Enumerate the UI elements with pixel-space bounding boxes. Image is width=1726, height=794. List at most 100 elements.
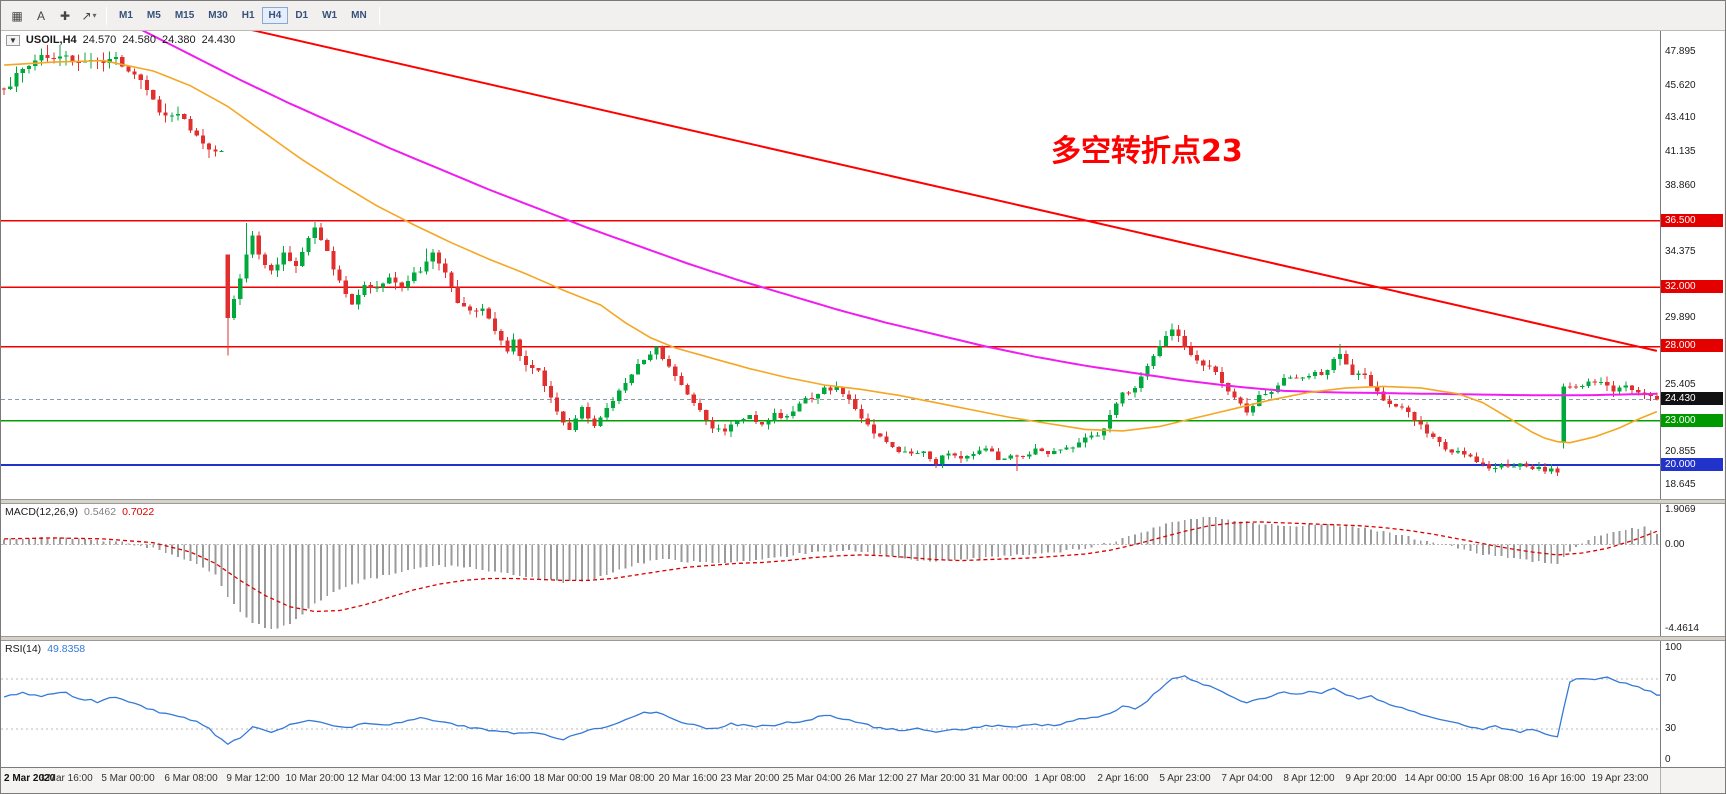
rsi-row: RSI(14) 49.8358 100 70 30 0 xyxy=(1,641,1725,767)
macd-main-value: 0.5462 xyxy=(83,506,117,518)
timeframe-m30-button[interactable]: M30 xyxy=(208,10,228,21)
price-axis-badge: 32.000 xyxy=(1661,280,1723,293)
time-axis-label: 27 Mar 20:00 xyxy=(906,773,966,784)
timeframe-h1-button[interactable]: H1 xyxy=(241,10,255,21)
timeframe-h4-button[interactable]: H4 xyxy=(261,7,289,24)
rsi-axis-label: 30 xyxy=(1665,723,1677,734)
timeframe-m15-button[interactable]: M15 xyxy=(174,10,195,21)
macd-panel[interactable]: MACD(12,26,9) 0.5462 0.7022 xyxy=(1,504,1660,636)
rsi-axis-label: 0 xyxy=(1665,754,1671,765)
time-axis-label: 6 Mar 08:00 xyxy=(164,773,218,784)
rsi-axis-label: 100 xyxy=(1665,642,1682,653)
text-tool-icon[interactable]: A xyxy=(36,8,45,23)
chart-annotation-text: 多空转折点23 xyxy=(1051,134,1243,169)
time-axis-label: 8 Apr 12:00 xyxy=(1283,773,1335,784)
time-axis-corner xyxy=(1660,768,1724,793)
chevron-down-icon: ▾ xyxy=(92,11,97,20)
crosshair-tool-icon[interactable]: ✚ xyxy=(59,8,71,23)
price-axis-label: 34.375 xyxy=(1665,246,1696,257)
candlestick-canvas[interactable] xyxy=(1,31,1660,499)
price-axis-label: 47.895 xyxy=(1665,46,1696,57)
open-value: 24.570 xyxy=(82,34,117,46)
time-axis-label: 13 Mar 12:00 xyxy=(409,773,469,784)
price-axis-badge: 20.000 xyxy=(1661,458,1723,471)
time-axis-label: 26 Mar 12:00 xyxy=(844,773,904,784)
price-axis[interactable]: 47.895 45.620 43.410 41.135 38.860 34.375 29.8… xyxy=(1660,31,1724,499)
rsi-axis[interactable]: 100 70 30 0 xyxy=(1660,641,1724,767)
time-axis-label: 31 Mar 00:00 xyxy=(968,773,1028,784)
rsi-panel[interactable]: RSI(14) 49.8358 xyxy=(1,641,1660,767)
time-axis-label: 10 Mar 20:00 xyxy=(285,773,345,784)
symbol-dropdown-icon[interactable]: ▼ xyxy=(6,34,20,46)
time-axis-label: 16 Apr 16:00 xyxy=(1528,773,1586,784)
time-axis[interactable]: 2 Mar 2020 3 Mar 16:00 5 Mar 00:00 6 Mar 08… xyxy=(1,768,1660,793)
rsi-value: 49.8358 xyxy=(47,643,86,655)
price-axis-badge: 24.430 xyxy=(1661,392,1723,405)
timeframe-m1-button[interactable]: M1 xyxy=(119,10,133,21)
macd-signal-value: 0.7022 xyxy=(122,506,155,518)
rsi-title: RSI(14) 49.8358 xyxy=(5,643,85,655)
toolbar-separator xyxy=(106,6,107,25)
macd-axis-label: 0.00 xyxy=(1665,539,1685,550)
macd-canvas[interactable] xyxy=(1,504,1660,636)
price-axis-badge: 23.000 xyxy=(1661,414,1723,427)
chart-windows-icon[interactable]: ▦ xyxy=(11,8,23,23)
panel-separator[interactable] xyxy=(1,499,1725,504)
rsi-canvas[interactable] xyxy=(1,641,1660,767)
chart-title: ▼ USOIL,H4 24.570 24.580 24.380 24.430 xyxy=(6,34,235,46)
time-axis-label: 9 Apr 20:00 xyxy=(1345,773,1397,784)
price-axis-label: 29.890 xyxy=(1665,312,1696,323)
arrow-tools-dropdown-icon[interactable]: ↗ ▾ xyxy=(77,5,101,27)
time-axis-row: 2 Mar 2020 3 Mar 16:00 5 Mar 00:00 6 Mar 08… xyxy=(1,767,1725,793)
arrow-glyph: ↗ xyxy=(81,8,92,23)
time-axis-label: 12 Mar 04:00 xyxy=(347,773,407,784)
price-axis-label: 41.135 xyxy=(1665,146,1696,157)
price-axis-label: 25.405 xyxy=(1665,379,1696,390)
rsi-axis-label: 70 xyxy=(1665,673,1677,684)
price-axis-label: 45.620 xyxy=(1665,80,1696,91)
main-chart-panel[interactable]: ▼ USOIL,H4 24.570 24.580 24.380 24.430 多… xyxy=(1,31,1660,499)
price-axis-label: 43.410 xyxy=(1665,112,1696,123)
macd-axis-label: -4.4614 xyxy=(1665,623,1699,634)
time-axis-label: 5 Mar 00:00 xyxy=(101,773,155,784)
time-axis-label: 14 Apr 00:00 xyxy=(1404,773,1462,784)
price-axis-label: 18.645 xyxy=(1665,479,1696,490)
price-axis-badge: 28.000 xyxy=(1661,339,1723,352)
toolbar: ▦ A ✚ ↗ ▾ M1 M5 M15 M30 H1 H4 D1 W1 MN xyxy=(1,1,1725,31)
time-axis-label: 20 Mar 16:00 xyxy=(658,773,718,784)
close-value: 24.430 xyxy=(201,34,236,46)
price-axis-badge: 36.500 xyxy=(1661,214,1723,227)
time-axis-label: 19 Mar 08:00 xyxy=(595,773,655,784)
time-axis-label: 1 Apr 08:00 xyxy=(1034,773,1086,784)
time-axis-label: 15 Apr 08:00 xyxy=(1466,773,1524,784)
timeframe-mn-button[interactable]: MN xyxy=(351,10,367,21)
high-value: 24.580 xyxy=(122,34,156,46)
timeframe-m5-button[interactable]: M5 xyxy=(146,10,161,21)
price-axis-label: 38.860 xyxy=(1665,180,1696,191)
time-axis-label: 9 Mar 12:00 xyxy=(226,773,280,784)
macd-axis[interactable]: 1.9069 0.00 -4.4614 xyxy=(1660,504,1724,636)
macd-title: MACD(12,26,9) 0.5462 0.7022 xyxy=(5,506,154,518)
macd-label: MACD(12,26,9) xyxy=(5,506,78,518)
macd-row: MACD(12,26,9) 0.5462 0.7022 1.9069 0.00 -4… xyxy=(1,504,1725,636)
rsi-label: RSI(14) xyxy=(5,643,42,655)
time-axis-label: 2 Apr 16:00 xyxy=(1097,773,1149,784)
timeframe-w1-button[interactable]: W1 xyxy=(322,10,338,21)
time-axis-label: 16 Mar 16:00 xyxy=(471,773,531,784)
toolbar-separator xyxy=(378,6,380,25)
low-value: 24.380 xyxy=(161,34,196,46)
time-axis-label: 19 Apr 23:00 xyxy=(1591,773,1649,784)
main-chart-row: ▼ USOIL,H4 24.570 24.580 24.380 24.430 多… xyxy=(1,31,1725,499)
time-axis-label: 3 Mar 16:00 xyxy=(39,773,93,784)
time-axis-label: 18 Mar 00:00 xyxy=(533,773,593,784)
time-axis-label: 2 Mar 2020 xyxy=(4,773,56,784)
time-axis-label: 23 Mar 20:00 xyxy=(720,773,780,784)
time-axis-label: 7 Apr 04:00 xyxy=(1221,773,1273,784)
symbol-period-label: USOIL,H4 xyxy=(25,34,77,46)
time-axis-label: 25 Mar 04:00 xyxy=(782,773,842,784)
panel-separator[interactable] xyxy=(1,636,1725,641)
macd-axis-label: 1.9069 xyxy=(1665,504,1696,515)
time-axis-label: 5 Apr 23:00 xyxy=(1159,773,1211,784)
timeframe-d1-button[interactable]: D1 xyxy=(295,10,309,21)
